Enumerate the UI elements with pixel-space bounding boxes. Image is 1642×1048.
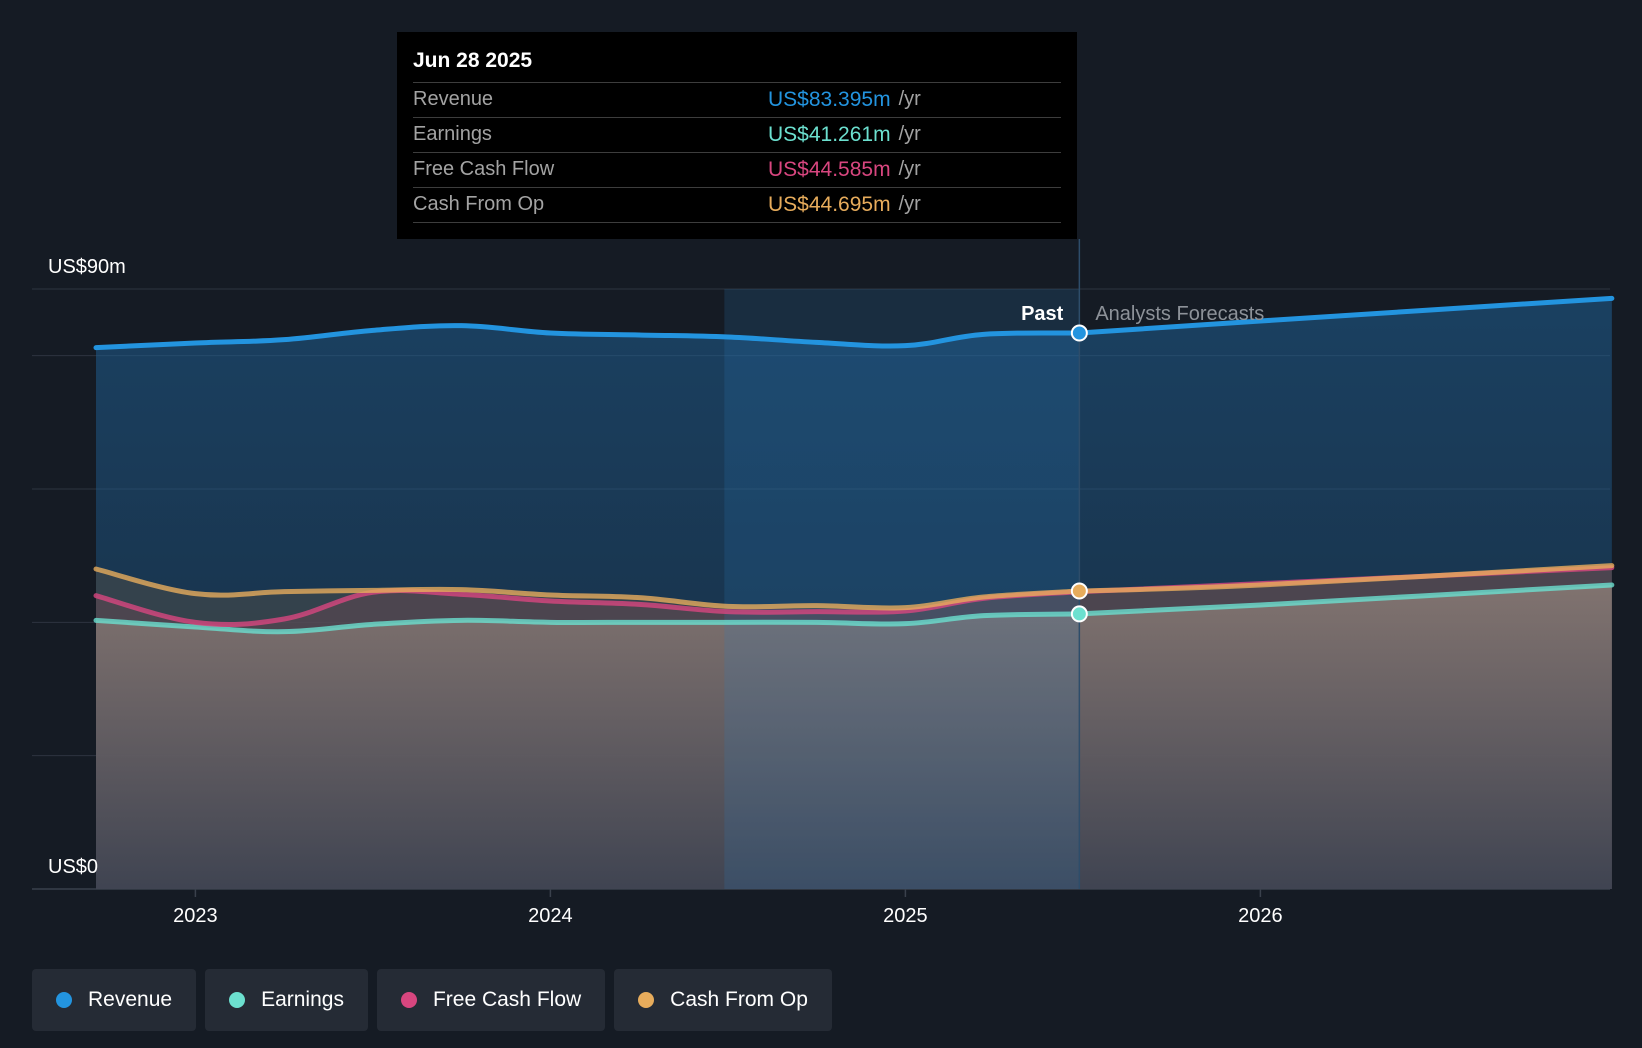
- tooltip-unit: /yr: [898, 158, 921, 180]
- x-tick-label: 2024: [528, 905, 573, 927]
- tooltip-unit: /yr: [898, 123, 921, 145]
- tooltip-value: US$83.395m: [768, 88, 891, 111]
- cash-from-op-marker: [1070, 582, 1088, 600]
- tooltip-value: US$44.585m: [768, 158, 891, 181]
- past-highlight-band: [724, 289, 1080, 889]
- tooltip-row-cash-from-op: Cash From Op US$44.695m /yr: [413, 188, 1061, 223]
- legend-label: Revenue: [88, 988, 173, 1011]
- tooltip-unit: /yr: [898, 88, 921, 110]
- cash-from-op-forecast-line: [1076, 563, 1615, 594]
- legend-label: Earnings: [261, 988, 344, 1011]
- earnings-forecast-line: [1076, 582, 1615, 617]
- legend-item-cash-from-op[interactable]: Cash From Op: [614, 969, 832, 1031]
- past-label: Past: [1021, 303, 1064, 325]
- revenue-marker: [1070, 324, 1088, 342]
- revenue-forecast-line: [1076, 295, 1615, 336]
- tooltip-label: Free Cash Flow: [413, 158, 555, 180]
- forecast-label: Analysts Forecasts: [1095, 303, 1264, 325]
- legend-dot-icon: [400, 992, 417, 1008]
- tooltip-value: US$41.261m: [768, 123, 891, 146]
- axis-labels: US$90m US$0 2023 2024 2025 2026: [48, 256, 1283, 927]
- tooltip: Jun 28 2025 Revenue US$83.395m /yr Earni…: [397, 32, 1077, 239]
- legend-item-revenue[interactable]: Revenue: [32, 969, 197, 1031]
- y-tick-label: US$90m: [48, 256, 126, 278]
- tooltip-label: Revenue: [413, 88, 494, 110]
- x-tick-label: 2025: [883, 905, 928, 927]
- tooltip-label: Cash From Op: [413, 193, 545, 215]
- legend-item-earnings[interactable]: Earnings: [205, 969, 368, 1031]
- earnings-area: [96, 585, 1612, 889]
- y-tick-label: US$0: [48, 856, 98, 878]
- legend-label: Cash From Op: [670, 988, 808, 1011]
- free-cash-flow-line: [93, 588, 1082, 628]
- tooltip-row-revenue: Revenue US$83.395m /yr: [413, 83, 1061, 118]
- legend-dot-icon: [638, 992, 655, 1008]
- tooltip-date: Jun 28 2025: [413, 46, 1061, 83]
- series-lines: [93, 295, 1615, 635]
- legend-dot-icon: [229, 992, 246, 1008]
- tooltip-row-free-cash-flow: Free Cash Flow US$44.585m /yr: [413, 153, 1061, 188]
- legend: Revenue Earnings Free Cash Flow Cash Fro…: [32, 969, 841, 1031]
- revenue-line: [93, 323, 1082, 351]
- earnings-marker: [1070, 605, 1088, 623]
- tooltip-value: US$44.695m: [768, 193, 891, 216]
- series-areas: [96, 298, 1612, 889]
- x-tick-label: 2023: [173, 905, 218, 927]
- tooltip-row-earnings: Earnings US$41.261m /yr: [413, 118, 1061, 153]
- earnings-line: [93, 611, 1082, 635]
- x-tick-label: 2026: [1238, 905, 1283, 927]
- tooltip-label: Earnings: [413, 123, 492, 145]
- series-markers: [1070, 324, 1088, 623]
- cash-from-op-line: [93, 566, 1082, 611]
- tooltip-unit: /yr: [898, 193, 921, 215]
- legend-label: Free Cash Flow: [432, 988, 582, 1011]
- legend-dot-icon: [56, 992, 72, 1008]
- legend-item-free-cash-flow[interactable]: Free Cash Flow: [376, 969, 606, 1031]
